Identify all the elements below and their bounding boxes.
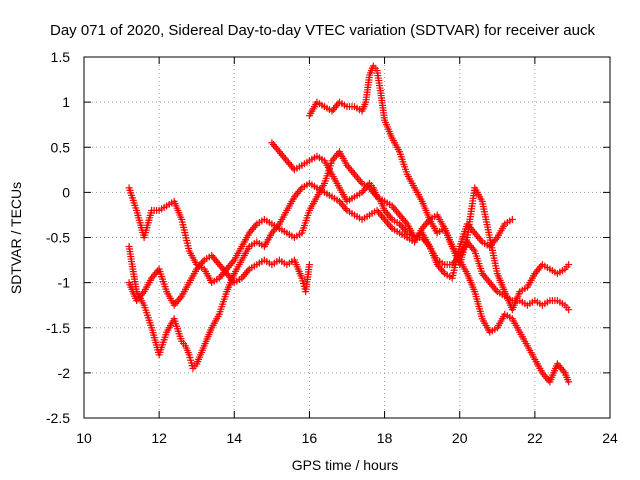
x-tick-label: 18 — [377, 430, 393, 446]
x-tick-label: 20 — [452, 430, 468, 446]
x-tick-label: 10 — [76, 430, 92, 446]
data-marks — [125, 62, 573, 386]
series-track-3 — [125, 252, 313, 309]
data-point — [565, 261, 573, 269]
chart-title: Day 071 of 2020, Sidereal Day-to-day VTE… — [50, 22, 595, 39]
y-tick-label: -1 — [58, 275, 71, 291]
x-tick-label: 14 — [226, 430, 242, 446]
data-point — [305, 261, 313, 269]
y-tick-label: 1.5 — [51, 49, 71, 65]
y-tick-label: 0 — [62, 184, 70, 200]
y-tick-label: 1 — [62, 94, 70, 110]
series-track-5 — [305, 62, 573, 314]
x-tick-label: 12 — [151, 430, 167, 446]
y-tick-label: -0.5 — [46, 230, 70, 246]
data-point — [508, 215, 516, 223]
x-axis-label: GPS time / hours — [292, 457, 399, 473]
x-tick-label: 16 — [302, 430, 318, 446]
data-point — [565, 306, 573, 314]
y-tick-label: -2.5 — [46, 410, 70, 426]
y-tick-label: -2 — [58, 365, 71, 381]
x-tick-labels: 10 12 14 16 18 20 22 24 — [76, 430, 618, 446]
y-tick-label: 0.5 — [51, 139, 71, 155]
x-tick-label: 24 — [602, 430, 618, 446]
grid — [83, 56, 611, 419]
y-axis-label: SDTVAR / TECUs — [8, 182, 24, 294]
data-point — [565, 378, 573, 386]
x-tick-label: 22 — [527, 430, 543, 446]
y-tick-label: -1.5 — [46, 320, 70, 336]
y-tick-labels: -2.5 -2 -1.5 -1 -0.5 0 0.5 1 1.5 — [46, 49, 70, 426]
plot-frame — [83, 56, 611, 419]
